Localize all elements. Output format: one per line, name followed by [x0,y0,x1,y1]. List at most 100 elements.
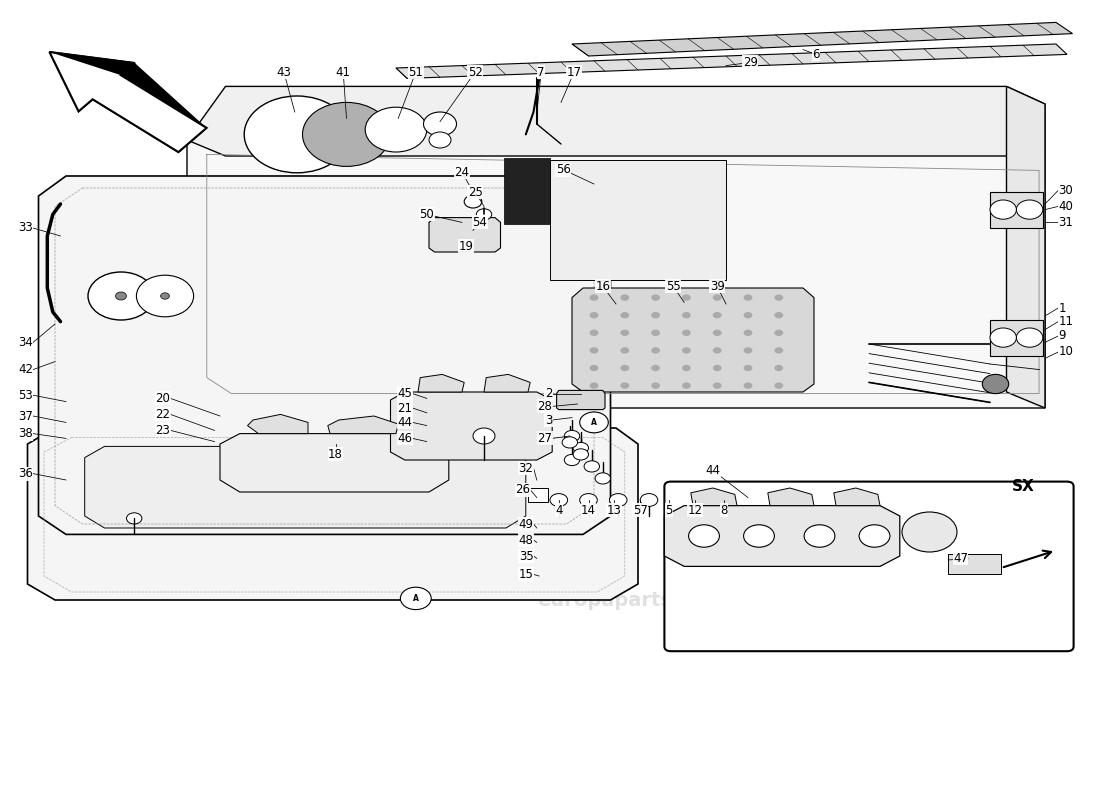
Text: 54: 54 [472,216,487,229]
Text: 50: 50 [419,208,435,221]
Circle shape [464,195,482,208]
Circle shape [609,494,627,506]
Polygon shape [504,158,550,224]
Circle shape [620,312,629,318]
Text: 44: 44 [397,416,412,429]
Circle shape [774,294,783,301]
Circle shape [424,112,456,136]
Circle shape [744,330,752,336]
Polygon shape [429,218,500,252]
Text: 19: 19 [459,240,474,253]
Text: 48: 48 [518,534,534,546]
Circle shape [713,365,722,371]
Text: 13: 13 [606,504,621,517]
Circle shape [620,347,629,354]
Circle shape [990,200,1016,219]
Circle shape [774,312,783,318]
Circle shape [744,294,752,301]
Circle shape [702,494,719,506]
Text: 18: 18 [328,448,343,461]
Polygon shape [28,428,638,600]
Circle shape [573,449,588,460]
Text: 8: 8 [720,504,727,517]
Circle shape [595,473,610,484]
Text: 10: 10 [1058,346,1074,358]
Circle shape [590,382,598,389]
Circle shape [550,494,568,506]
Polygon shape [396,44,1067,78]
Polygon shape [187,86,1045,156]
Circle shape [88,272,154,320]
Text: 27: 27 [537,432,552,445]
Text: 51: 51 [408,66,424,78]
Circle shape [590,330,598,336]
Circle shape [365,107,427,152]
Circle shape [744,347,752,354]
Circle shape [682,330,691,336]
Text: 53: 53 [19,389,33,402]
Text: 16: 16 [595,280,610,293]
Text: 31: 31 [1058,216,1074,229]
Polygon shape [528,488,548,502]
Circle shape [116,292,127,300]
Text: 1: 1 [1058,302,1066,314]
Circle shape [473,428,495,444]
Circle shape [580,412,608,433]
Text: 46: 46 [397,432,412,445]
Polygon shape [834,488,880,506]
Circle shape [580,494,597,506]
Text: 55: 55 [666,280,681,293]
Polygon shape [328,416,398,434]
Circle shape [744,525,774,547]
Text: 28: 28 [537,400,552,413]
Circle shape [744,312,752,318]
Text: 30: 30 [1058,184,1072,197]
Text: 43: 43 [276,66,292,78]
Polygon shape [572,288,814,392]
Text: 45: 45 [397,387,412,400]
Circle shape [476,209,492,220]
Circle shape [590,312,598,318]
Text: 9: 9 [1058,330,1066,342]
Circle shape [774,382,783,389]
Circle shape [620,365,629,371]
Circle shape [573,442,588,454]
Text: europaparts: europaparts [175,294,309,314]
Polygon shape [768,488,814,506]
Circle shape [804,525,835,547]
Circle shape [671,494,689,506]
Polygon shape [484,374,530,392]
Text: 56: 56 [556,163,571,176]
Circle shape [564,430,580,442]
Circle shape [126,513,142,524]
Text: SX: SX [1012,479,1034,494]
Circle shape [859,525,890,547]
Circle shape [902,512,957,552]
Polygon shape [187,140,1045,408]
Polygon shape [220,434,449,492]
Text: 3: 3 [544,414,552,426]
Text: 41: 41 [336,66,351,78]
Polygon shape [418,374,464,392]
Circle shape [713,330,722,336]
Circle shape [730,494,748,506]
Text: 24: 24 [454,166,470,178]
Text: 4: 4 [556,504,562,517]
Circle shape [713,347,722,354]
FancyBboxPatch shape [664,482,1074,651]
Text: 42: 42 [18,363,33,376]
Polygon shape [948,554,1001,574]
Text: 23: 23 [155,424,170,437]
Circle shape [990,328,1016,347]
Text: 37: 37 [18,410,33,422]
Text: 11: 11 [1058,315,1074,328]
Circle shape [564,454,580,466]
Text: 36: 36 [18,467,33,480]
Circle shape [651,382,660,389]
Text: 29: 29 [742,56,758,69]
Text: A: A [591,418,597,427]
Polygon shape [557,390,605,410]
Text: 40: 40 [1058,200,1074,213]
Text: 20: 20 [155,392,170,405]
Circle shape [590,294,598,301]
